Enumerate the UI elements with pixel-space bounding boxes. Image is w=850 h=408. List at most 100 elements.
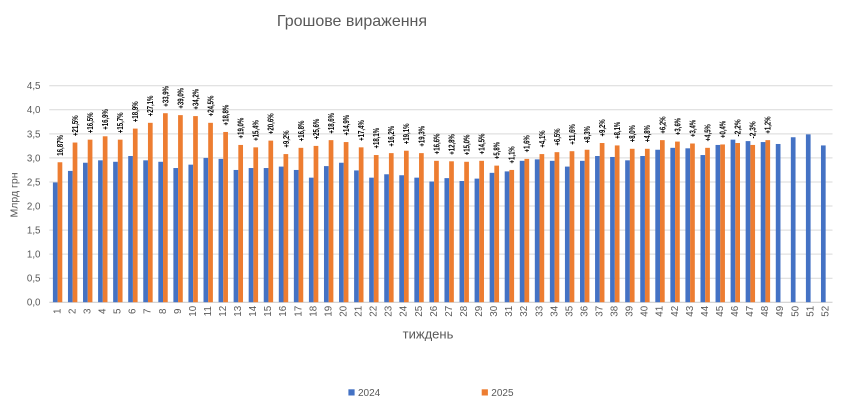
svg-text:19: 19 [323, 306, 334, 317]
svg-text:12: 12 [218, 306, 229, 317]
svg-text:+16,8%: +16,8% [297, 121, 306, 142]
svg-text:+3,4%: +3,4% [688, 120, 697, 137]
svg-text:51: 51 [805, 306, 816, 317]
svg-text:+4,1%: +4,1% [538, 130, 547, 147]
svg-text:2,5: 2,5 [27, 177, 41, 188]
svg-text:+14,5%: +14,5% [478, 134, 487, 155]
svg-text:13: 13 [233, 305, 244, 316]
svg-text:31: 31 [504, 306, 515, 317]
svg-text:+12,8%: +12,8% [447, 134, 456, 155]
svg-text:+4,8%: +4,8% [643, 125, 652, 142]
svg-text:+16,2%: +16,2% [387, 126, 396, 147]
svg-text:26: 26 [429, 305, 440, 316]
svg-text:+18,1%: +18,1% [372, 128, 381, 149]
svg-text:15: 15 [263, 305, 274, 316]
svg-text:Грошове вираження: Грошове вираження [277, 13, 427, 30]
svg-text:3: 3 [82, 308, 93, 314]
svg-text:36: 36 [579, 305, 590, 316]
svg-text:40: 40 [640, 305, 651, 316]
svg-text:43: 43 [685, 305, 696, 316]
svg-text:+8,0%: +8,0% [628, 125, 637, 142]
svg-text:+11,6%: +11,6% [568, 124, 577, 145]
svg-text:38: 38 [610, 305, 621, 316]
svg-text:20: 20 [338, 305, 349, 316]
svg-text:+4,5%: +4,5% [703, 124, 712, 141]
svg-text:+16,6%: +16,6% [432, 134, 441, 155]
svg-text:30: 30 [489, 305, 500, 316]
svg-text:16: 16 [278, 305, 289, 316]
svg-text:+24,5%: +24,5% [206, 96, 215, 117]
svg-text:10: 10 [188, 305, 199, 316]
svg-text:21: 21 [354, 306, 365, 317]
svg-text:16,87%: 16,87% [56, 135, 65, 156]
svg-text:+16,5%: +16,5% [86, 112, 95, 133]
svg-text:+21,5%: +21,5% [71, 115, 80, 136]
svg-text:34: 34 [549, 305, 560, 316]
svg-text:Млрд грн: Млрд грн [9, 172, 21, 217]
svg-text:+8,3%: +8,3% [583, 126, 592, 143]
svg-text:+6,2%: +6,2% [658, 116, 667, 133]
svg-text:29: 29 [474, 306, 485, 317]
svg-text:46: 46 [730, 305, 741, 316]
svg-text:47: 47 [745, 306, 756, 317]
svg-text:35: 35 [564, 305, 575, 316]
svg-text:0,5: 0,5 [27, 274, 41, 285]
svg-text:11: 11 [203, 306, 214, 316]
svg-text:5: 5 [113, 308, 124, 314]
svg-text:тиждень: тиждень [403, 327, 454, 342]
svg-text:42: 42 [670, 306, 681, 317]
svg-text:37: 37 [594, 306, 605, 317]
svg-text:+17,4%: +17,4% [357, 120, 366, 141]
svg-text:+20,6%: +20,6% [267, 113, 276, 134]
svg-text:28: 28 [459, 305, 470, 316]
svg-text:27: 27 [444, 306, 455, 317]
svg-text:32: 32 [519, 306, 530, 317]
svg-text:17: 17 [293, 306, 304, 317]
svg-text:+19,1%: +19,1% [402, 124, 411, 145]
svg-text:+18,9%: +18,9% [131, 101, 140, 122]
svg-text:18: 18 [308, 305, 319, 316]
svg-text:+16,9%: +16,9% [101, 109, 110, 130]
svg-text:41: 41 [655, 306, 666, 317]
svg-text:1,0: 1,0 [27, 250, 41, 261]
svg-text:+18,6%: +18,6% [327, 113, 336, 134]
svg-text:3,5: 3,5 [27, 129, 41, 140]
svg-text:+19,0%: +19,0% [237, 118, 246, 139]
svg-text:7: 7 [143, 309, 154, 314]
svg-text:23: 23 [384, 305, 395, 316]
svg-text:44: 44 [700, 305, 711, 316]
svg-text:25: 25 [414, 305, 425, 316]
svg-text:3,0: 3,0 [27, 153, 41, 164]
svg-text:33: 33 [534, 305, 545, 316]
svg-text:+27,1%: +27,1% [146, 96, 155, 117]
svg-text:+1,1%: +1,1% [508, 146, 517, 163]
svg-text:+9,2%: +9,2% [282, 130, 291, 147]
svg-text:24: 24 [399, 305, 410, 316]
svg-text:+9,2%: +9,2% [598, 119, 607, 136]
svg-text:22: 22 [369, 306, 380, 317]
svg-text:8: 8 [158, 308, 169, 314]
svg-text:9: 9 [173, 309, 184, 314]
svg-text:2024: 2024 [358, 388, 381, 399]
svg-text:+1,2%: +1,2% [764, 116, 773, 133]
svg-text:4,0: 4,0 [27, 105, 41, 116]
svg-text:+15,7%: +15,7% [116, 112, 125, 133]
svg-text:+14,9%: +14,9% [342, 115, 351, 136]
svg-text:+3,6%: +3,6% [673, 118, 682, 135]
svg-text:48: 48 [760, 305, 771, 316]
svg-text:4: 4 [98, 308, 109, 314]
svg-text:2: 2 [67, 309, 78, 314]
svg-text:2025: 2025 [491, 388, 514, 399]
svg-text:45: 45 [715, 305, 726, 316]
svg-text:14: 14 [248, 305, 259, 316]
svg-text:+8,1%: +8,1% [613, 122, 622, 139]
svg-text:52: 52 [820, 306, 831, 317]
svg-text:+39,0%: +39,0% [176, 88, 185, 109]
svg-text:49: 49 [775, 306, 786, 317]
svg-text:+19,3%: +19,3% [417, 126, 426, 147]
svg-text:+33,9%: +33,9% [161, 86, 170, 107]
svg-text:+25,6%: +25,6% [312, 119, 321, 140]
svg-text:2,0: 2,0 [27, 201, 41, 212]
svg-text:+1,6%: +1,6% [523, 135, 532, 152]
svg-text:-2,2%: -2,2% [734, 119, 743, 136]
